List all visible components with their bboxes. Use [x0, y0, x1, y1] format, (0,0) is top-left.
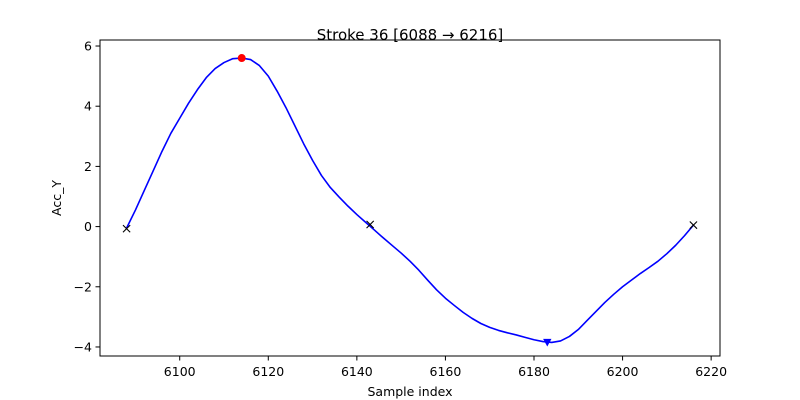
series-layer: [125, 57, 695, 344]
y-tick-label: 2: [84, 159, 92, 174]
zero-crossing-marker: [689, 221, 698, 230]
zero-crossing-stroke: [122, 224, 131, 233]
zero-crossing-stroke: [689, 221, 698, 230]
x-tick-label: 6200: [607, 364, 639, 379]
y-tick-label: −2: [74, 279, 92, 294]
x-tick-label: 6140: [341, 364, 373, 379]
x-tick-label: 6180: [518, 364, 550, 379]
x-tick-label: 6160: [430, 364, 462, 379]
y-tick-label: 6: [84, 39, 92, 54]
zero-crossing-stroke: [366, 220, 375, 229]
zero-crossing-marker: [122, 224, 131, 233]
x-tick-label: 6100: [164, 364, 196, 379]
x-tick-label: 6220: [695, 364, 727, 379]
x-axis-label: Sample index: [367, 384, 452, 399]
acc-y-line: [125, 57, 695, 344]
x-axis-ticks: 6100 6120 6140 6160 6180 6200 6220: [164, 356, 727, 379]
y-tick-label: 0: [84, 219, 92, 234]
y-tick-label: −4: [74, 339, 92, 354]
x-tick-label: 6120: [252, 364, 284, 379]
y-axis-label: Acc_Y: [49, 180, 64, 216]
peak-marker: [237, 54, 246, 63]
y-tick-label: 4: [84, 99, 92, 114]
y-axis-ticks: −4 −2 0 2 4 6: [74, 39, 100, 354]
plot-frame: [99, 39, 721, 357]
marker-layer: [122, 54, 698, 347]
trough-marker: [543, 338, 552, 347]
chart-title: Stroke 36 [6088 → 6216]: [317, 26, 504, 44]
zero-crossing-marker: [366, 220, 375, 229]
